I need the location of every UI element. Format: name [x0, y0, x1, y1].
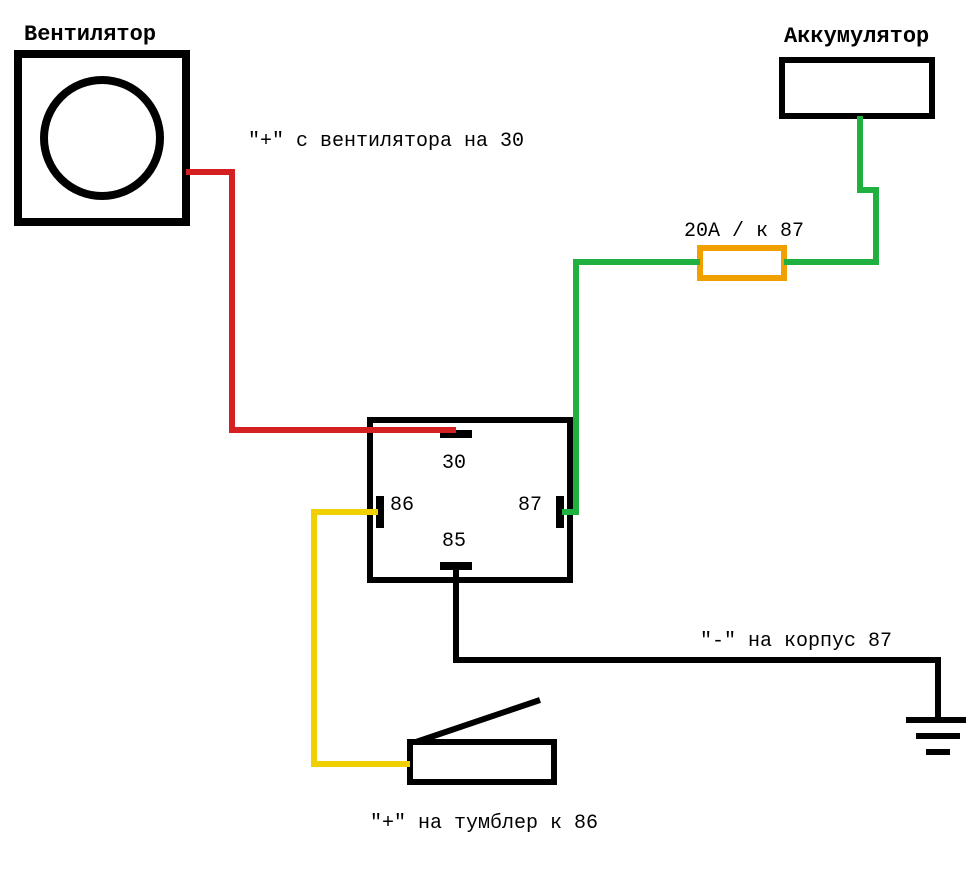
label-fan: Вентилятор — [24, 22, 156, 47]
label-pin-30: 30 — [442, 452, 466, 475]
fan-circle — [44, 80, 160, 196]
label-wire-black: "-" на корпус 87 — [700, 630, 892, 653]
label-battery: Аккумулятор — [784, 24, 929, 49]
switch-lever — [416, 700, 540, 742]
wire-yellow — [314, 512, 410, 764]
label-pin-86: 86 — [390, 494, 414, 517]
battery-box — [782, 60, 932, 116]
label-pin-85: 85 — [442, 530, 466, 553]
fuse-box — [700, 248, 784, 278]
switch-box — [410, 742, 554, 782]
label-wire-red: "+" с вентилятора на 30 — [248, 130, 524, 153]
label-wire-yellow: "+" на тумблер к 86 — [370, 812, 598, 835]
ground-icon — [906, 720, 966, 752]
label-pin-87: 87 — [518, 494, 542, 517]
wire-red — [186, 172, 456, 430]
wire-green-bottom — [562, 262, 700, 512]
label-fuse: 20A / к 87 — [684, 220, 804, 243]
